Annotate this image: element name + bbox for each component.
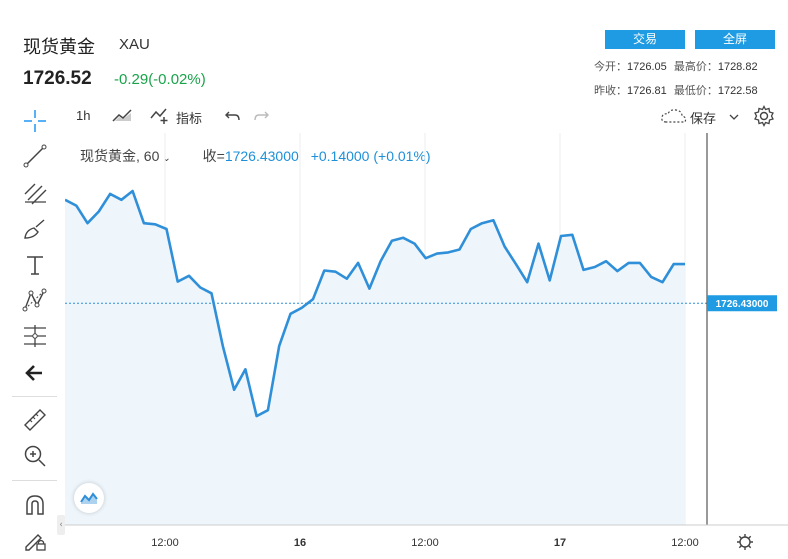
low-value: 1722.58: [717, 85, 758, 97]
instrument-symbol: XAU: [119, 36, 150, 53]
prev-close-label: 昨收：: [594, 85, 627, 97]
redo-icon[interactable]: [252, 105, 270, 125]
fullscreen-button[interactable]: 全屏: [695, 30, 775, 49]
lock-pencil-icon[interactable]: [22, 527, 48, 553]
legend-close-value: 1726.43000: [224, 148, 299, 164]
last-price-label: 1726.43000: [716, 299, 769, 310]
text-tool-icon[interactable]: [22, 252, 48, 278]
chart-legend: 现货黄金, 60 ⌄ 收=1726.43000 +0.14000 (+0.01%): [80, 146, 431, 166]
open-value: 1726.05: [627, 61, 667, 73]
indicators-button[interactable]: 指标: [176, 111, 203, 126]
prev-close-value: 1726.81: [627, 85, 667, 97]
chart-style-icon[interactable]: [111, 105, 135, 125]
sidebar-divider: [12, 396, 57, 397]
ruler-icon[interactable]: [22, 407, 48, 433]
price-chart[interactable]: 1726.43000 12:00 16 12:00 17 12:00: [65, 133, 788, 559]
fib-channel-icon[interactable]: [22, 180, 48, 206]
area-fill: [65, 191, 685, 525]
price-series-line: [65, 189, 685, 418]
axis-settings-icon[interactable]: [737, 534, 753, 550]
price-change: -0.29(-0.02%): [114, 71, 206, 88]
legend-title: 现货黄金, 60: [80, 148, 160, 164]
undo-icon[interactable]: [224, 105, 242, 125]
low-label: 最低价：: [673, 85, 718, 97]
current-price: 1726.52: [23, 68, 92, 89]
legend-close-label: 收=: [202, 148, 225, 164]
open-label: 今开：: [594, 61, 627, 73]
x-tick-label: 12:00: [151, 537, 179, 549]
trade-button[interactable]: 交易: [605, 30, 685, 49]
legend-change-value: +0.14000 (+0.01%): [310, 148, 431, 164]
sidebar-divider: [12, 480, 57, 481]
trend-line-icon[interactable]: [22, 143, 48, 169]
measure-range-icon[interactable]: [22, 323, 48, 349]
prev-close-stat: 昨收：1726.81 最低价：1722.58: [594, 82, 758, 98]
x-tick-label: 12:00: [411, 537, 439, 549]
save-button[interactable]: 保存: [690, 111, 717, 126]
indicators-icon[interactable]: [150, 105, 172, 125]
high-value: 1728.82: [717, 61, 758, 73]
x-tick-label: 12:00: [671, 537, 699, 549]
gear-icon[interactable]: [752, 104, 776, 128]
high-label: 最高价：: [673, 61, 718, 73]
legend-chevron-icon[interactable]: ⌄: [162, 153, 171, 164]
chevron-down-icon[interactable]: [728, 108, 740, 120]
instrument-name: 现货黄金: [23, 37, 95, 58]
x-tick-label: 17: [554, 537, 566, 549]
arrow-left-icon[interactable]: [22, 360, 48, 386]
crosshair-icon[interactable]: [22, 108, 48, 134]
interval-button[interactable]: 1h: [76, 108, 91, 123]
x-tick-label: 16: [294, 537, 306, 549]
magnet-icon[interactable]: [22, 492, 48, 518]
cloud-icon[interactable]: [660, 106, 688, 126]
pattern-icon[interactable]: [22, 287, 48, 313]
brush-icon[interactable]: [22, 216, 48, 242]
open-stat: 今开：1726.05 最高价：1728.82: [594, 58, 758, 74]
collapse-sidebar-handle[interactable]: ‹: [57, 515, 65, 535]
last-price-label-bg: [707, 295, 777, 312]
zoom-in-icon[interactable]: [22, 443, 48, 469]
brand-logo: [74, 483, 104, 513]
